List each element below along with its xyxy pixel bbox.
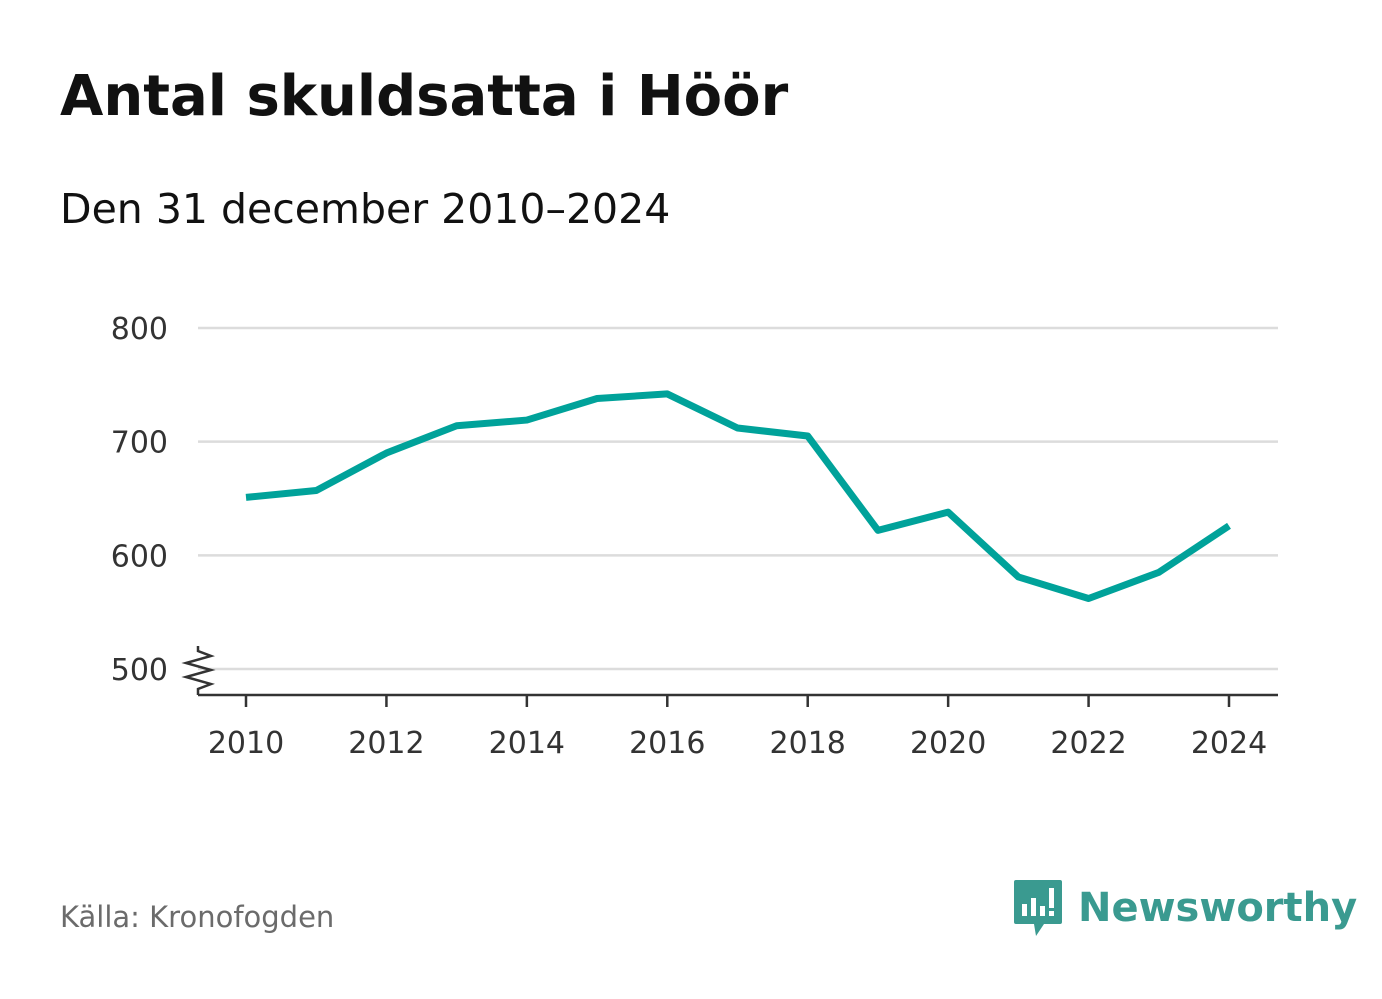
axis-break-mark <box>181 646 216 695</box>
x-tick-label: 2016 <box>629 726 705 761</box>
x-tick-label: 2022 <box>1050 726 1126 761</box>
x-tick-label: 2018 <box>770 726 846 761</box>
chart-subtitle: Den 31 december 2010–2024 <box>60 185 671 233</box>
series-line <box>245 390 1231 603</box>
x-tick-label: 2012 <box>348 726 424 761</box>
x-tick-label: 2020 <box>910 726 986 761</box>
x-tick-label: 2014 <box>489 726 565 761</box>
chart-title: Antal skuldsatta i Höör <box>60 64 789 129</box>
x-tick-label: 2024 <box>1191 726 1267 761</box>
y-tick-label: 600 <box>111 539 168 574</box>
y-tick-label: 800 <box>111 312 168 347</box>
source-note: Källa: Kronofogden <box>60 900 335 934</box>
brand-logo: Newsworthy <box>1012 878 1357 938</box>
y-tick-label: 500 <box>111 653 168 688</box>
x-tick-label: 2010 <box>208 726 284 761</box>
y-tick-label: 700 <box>111 426 168 461</box>
brand-name: Newsworthy <box>1078 885 1358 931</box>
bar-chart-speech-icon <box>1014 880 1062 936</box>
